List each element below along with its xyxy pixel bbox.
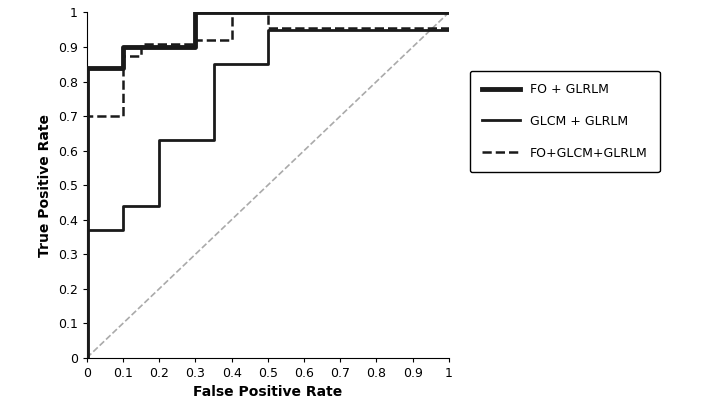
GLCM + GLRLM — [119, 203, 127, 208]
FO + GLRLM — [155, 45, 164, 50]
FO+GLCM+GLRLM — [83, 355, 91, 360]
GLCM + GLRLM — [83, 355, 91, 360]
Line: FO+GLCM+GLRLM: FO+GLCM+GLRLM — [87, 12, 449, 358]
FO + GLRLM — [119, 65, 127, 70]
FO+GLCM+GLRLM — [227, 37, 236, 42]
FO + GLRLM — [191, 10, 200, 15]
FO+GLCM+GLRLM — [264, 10, 272, 15]
FO+GLCM+GLRLM — [137, 41, 146, 46]
FO+GLCM+GLRLM — [83, 114, 91, 119]
GLCM + GLRLM — [119, 228, 127, 233]
Line: FO + GLRLM: FO + GLRLM — [87, 12, 449, 358]
GLCM + GLRLM — [155, 138, 164, 143]
FO + GLRLM — [445, 10, 453, 15]
GLCM + GLRLM — [209, 138, 218, 143]
GLCM + GLRLM — [155, 203, 164, 208]
Y-axis label: True Positive Rate: True Positive Rate — [38, 114, 52, 257]
FO+GLCM+GLRLM — [119, 53, 127, 58]
FO+GLCM+GLRLM — [137, 53, 146, 58]
FO+GLCM+GLRLM — [191, 41, 200, 46]
GLCM + GLRLM — [264, 27, 272, 32]
FO + GLRLM — [119, 45, 127, 50]
FO + GLRLM — [191, 45, 200, 50]
FO+GLCM+GLRLM — [445, 25, 453, 30]
GLCM + GLRLM — [264, 62, 272, 67]
FO+GLCM+GLRLM — [119, 114, 127, 119]
Line: GLCM + GLRLM: GLCM + GLRLM — [87, 30, 449, 358]
Legend: FO + GLRLM, GLCM + GLRLM, FO+GLCM+GLRLM: FO + GLRLM, GLCM + GLRLM, FO+GLCM+GLRLM — [470, 71, 660, 172]
FO+GLCM+GLRLM — [264, 25, 272, 30]
GLCM + GLRLM — [83, 228, 91, 233]
X-axis label: False Positive Rate: False Positive Rate — [193, 385, 342, 399]
FO + GLRLM — [83, 355, 91, 360]
FO+GLCM+GLRLM — [191, 37, 200, 42]
GLCM + GLRLM — [209, 62, 218, 67]
GLCM + GLRLM — [445, 27, 453, 32]
FO+GLCM+GLRLM — [227, 10, 236, 15]
FO + GLRLM — [155, 45, 164, 50]
FO + GLRLM — [227, 10, 236, 15]
FO + GLRLM — [227, 10, 236, 15]
FO + GLRLM — [83, 65, 91, 70]
